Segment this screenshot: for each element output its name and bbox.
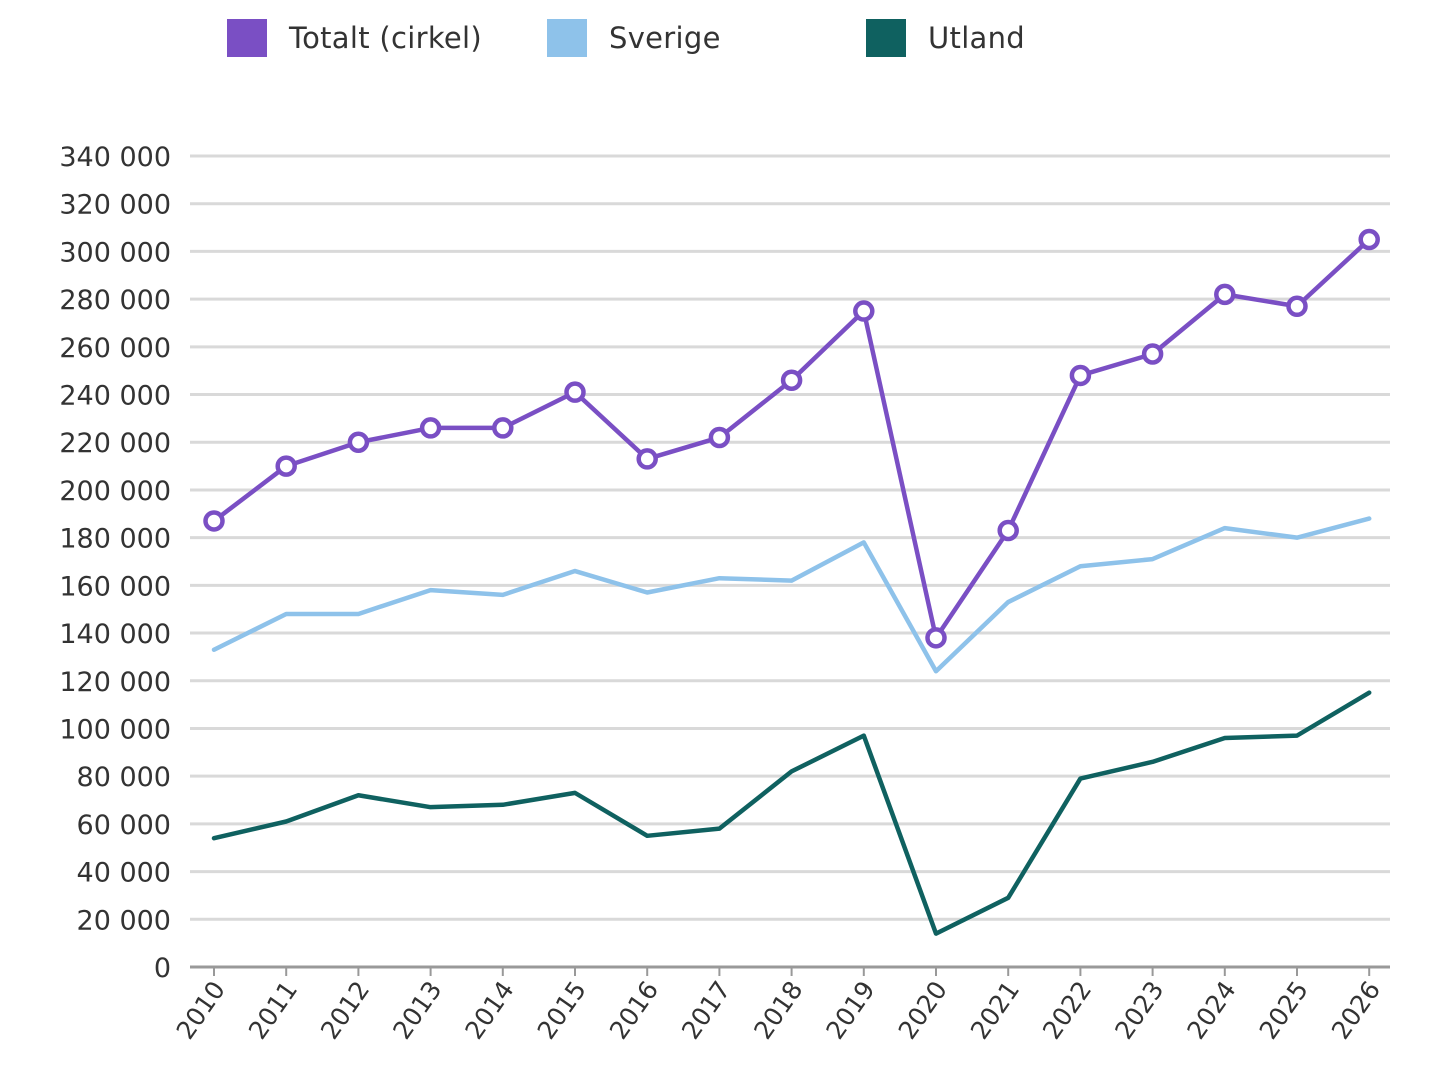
data-point-marker[interactable]: [925, 627, 947, 649]
legend-swatch-sverige: [547, 19, 587, 57]
y-tick-label: 340 000: [59, 142, 171, 173]
legend-swatch-totalt: [227, 19, 267, 57]
legend-item-totalt[interactable]: Totalt (cirkel): [227, 18, 482, 58]
y-tick-label: 320 000: [59, 190, 171, 221]
y-tick-label: 120 000: [59, 667, 171, 698]
y-tick-label: 100 000: [59, 714, 171, 745]
legend-label-sverige: Sverige: [609, 21, 721, 55]
series-line-sverige: [211, 516, 1372, 674]
data-point-marker[interactable]: [1214, 283, 1236, 306]
data-point-marker[interactable]: [275, 455, 297, 477]
x-tick-label: 2025: [1254, 976, 1314, 1045]
y-tick-label: 300 000: [59, 237, 171, 268]
data-point-marker[interactable]: [997, 519, 1019, 542]
y-tick-label: 200 000: [59, 476, 171, 507]
legend-label-utland: Utland: [928, 21, 1026, 55]
y-tick-label: 20 000: [77, 905, 171, 936]
x-tick-label: 2018: [748, 976, 808, 1045]
y-tick-label: 220 000: [59, 428, 171, 459]
x-tick-label: 2012: [315, 976, 375, 1045]
legend-label-totalt: Totalt (cirkel): [289, 21, 483, 55]
x-tick-label: 2014: [459, 976, 519, 1045]
x-tick-label: 2011: [243, 976, 303, 1045]
x-tick-label: 2017: [676, 976, 736, 1045]
y-tick-label: 160 000: [59, 571, 171, 602]
y-tick-label: 180 000: [59, 524, 171, 555]
data-point-marker[interactable]: [347, 431, 370, 453]
y-axis: 340 000 320 000 300 000 280 000 260 000 240 0…: [59, 142, 171, 984]
y-tick-label: 240 000: [59, 381, 171, 412]
y-tick-label: 0: [154, 953, 171, 984]
legend-item-sverige[interactable]: Sverige: [547, 18, 721, 58]
data-point-marker[interactable]: [853, 300, 875, 322]
grid-lines: [190, 154, 1390, 921]
x-tick-label: 2023: [1109, 976, 1169, 1045]
data-point-marker[interactable]: [636, 448, 658, 470]
y-tick-label: 60 000: [77, 810, 171, 841]
data-point-marker[interactable]: [492, 417, 514, 439]
data-point-marker[interactable]: [419, 417, 442, 439]
x-tick-label: 2021: [965, 976, 1025, 1045]
series-line-utland: [211, 690, 1372, 936]
data-point-marker[interactable]: [1069, 364, 1092, 387]
x-tick-label: 2010: [171, 976, 231, 1045]
y-tick-label: 40 000: [77, 858, 171, 889]
y-tick-label: 80 000: [77, 762, 171, 793]
series-lines: [203, 228, 1380, 936]
legend-item-utland[interactable]: Utland: [866, 18, 1025, 58]
data-point-marker[interactable]: [203, 510, 225, 532]
y-tick-label: 140 000: [59, 619, 171, 650]
x-tick-label: 2026: [1326, 976, 1386, 1045]
x-tick-label: 2024: [1181, 976, 1241, 1045]
data-point-marker[interactable]: [1358, 228, 1380, 251]
x-tick-label: 2013: [387, 976, 447, 1045]
data-point-marker[interactable]: [780, 369, 803, 391]
data-point-marker[interactable]: [564, 381, 586, 403]
data-point-marker[interactable]: [1141, 343, 1164, 365]
x-tick-label: 2022: [1037, 976, 1097, 1045]
x-axis: 2010 2011 2012 2013 2014 2015 2016 2017 2018 2019…: [171, 965, 1390, 1045]
data-point-marker[interactable]: [708, 426, 731, 449]
x-tick-label: 2019: [820, 976, 880, 1045]
x-tick-label: 2020: [893, 976, 953, 1045]
y-tick-label: 280 000: [59, 285, 171, 316]
x-tick-label: 2016: [604, 976, 664, 1045]
x-tick-label: 2015: [532, 976, 592, 1045]
data-point-marker[interactable]: [1286, 295, 1308, 318]
y-tick-label: 260 000: [59, 333, 171, 364]
legend-swatch-utland: [866, 19, 906, 57]
